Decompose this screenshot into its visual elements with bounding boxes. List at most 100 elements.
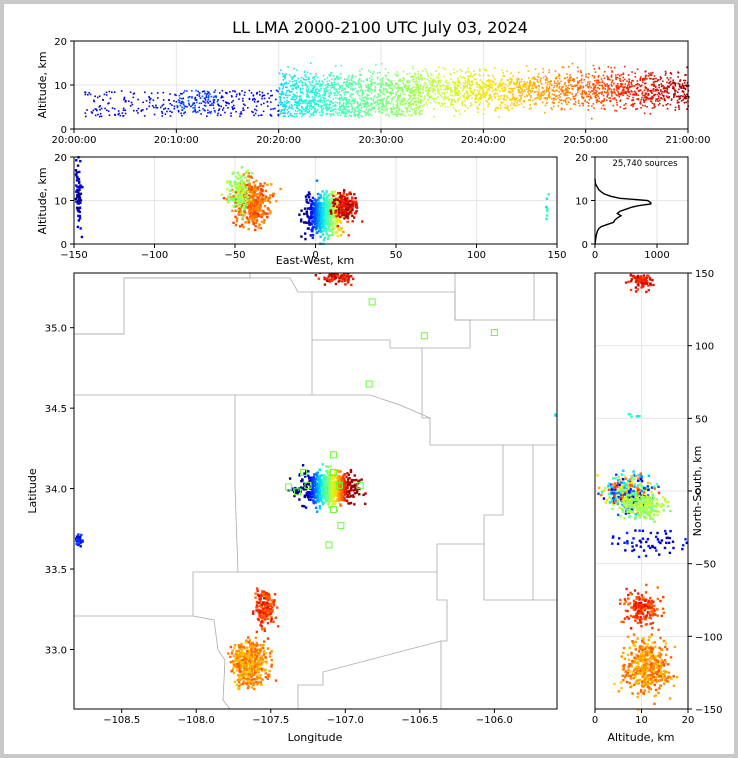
source-point [506, 95, 508, 97]
source-point [191, 97, 193, 99]
source-point [330, 213, 333, 217]
source-point [681, 84, 684, 87]
source-point [544, 79, 547, 81]
source-point [454, 81, 457, 84]
source-point [470, 72, 472, 75]
source-point [680, 95, 682, 97]
source-point [619, 79, 621, 81]
source-point [376, 99, 379, 101]
source-point [310, 205, 313, 208]
source-point [463, 86, 465, 89]
source-point [309, 115, 311, 118]
source-point [580, 93, 582, 95]
source-point [683, 101, 686, 104]
source-point [622, 90, 625, 92]
source-point [443, 98, 445, 101]
source-point [413, 108, 415, 110]
source-point [315, 80, 317, 82]
source-point [591, 74, 594, 77]
source-point [475, 95, 477, 97]
source-point [419, 114, 421, 116]
source-point [581, 90, 584, 92]
source-point [314, 216, 317, 219]
source-point [676, 102, 679, 104]
source-point [76, 185, 79, 189]
source-point [413, 93, 416, 96]
source-point [340, 90, 343, 92]
source-point [654, 105, 656, 108]
source-point [547, 81, 550, 83]
source-point [332, 194, 335, 197]
source-point [334, 111, 337, 113]
source-point [405, 85, 407, 88]
source-point [627, 88, 629, 91]
source-point [577, 89, 579, 91]
source-point [286, 112, 289, 115]
source-point [292, 88, 294, 90]
source-point [535, 97, 538, 100]
source-point [532, 87, 534, 90]
source-point [631, 99, 633, 102]
source-point [296, 69, 298, 71]
source-point [485, 69, 488, 72]
source-point [315, 214, 319, 217]
source-point [349, 494, 353, 498]
source-point [500, 101, 502, 103]
source-point [242, 186, 246, 189]
source-point [650, 100, 653, 103]
source-point [235, 204, 238, 208]
source-point [343, 93, 346, 96]
source-point [232, 108, 234, 111]
source-point [206, 115, 208, 117]
source-point [398, 108, 401, 110]
source-point [454, 89, 457, 92]
source-point [677, 82, 680, 85]
source-point [207, 99, 210, 101]
source-point [656, 79, 659, 82]
source-point [342, 102, 345, 104]
source-point [324, 84, 327, 87]
altitude-tick-label: 20 [575, 153, 588, 164]
source-point [534, 91, 536, 93]
source-point [443, 85, 445, 87]
source-point [318, 214, 322, 217]
source-point [198, 92, 201, 95]
source-point [311, 96, 314, 98]
source-point [471, 81, 474, 84]
source-point [596, 94, 598, 96]
source-point [288, 105, 291, 108]
source-point [583, 90, 586, 92]
source-point [645, 86, 648, 89]
source-point [645, 98, 647, 101]
source-point [399, 113, 402, 115]
source-point [320, 85, 323, 88]
source-point [569, 74, 571, 76]
source-point [148, 95, 150, 98]
source-point [343, 196, 346, 199]
source-point [682, 95, 684, 98]
source-point [313, 223, 317, 226]
source-point [407, 85, 410, 88]
source-point [548, 87, 551, 89]
time-tick-label: 21:00:00 [666, 135, 711, 146]
source-point [253, 190, 256, 193]
source-point [510, 72, 512, 74]
source-point [323, 99, 325, 101]
source-point [108, 90, 111, 93]
east-west-tick-label: −100 [141, 250, 168, 261]
source-point [247, 218, 250, 221]
source-point [282, 79, 285, 81]
source-point [392, 105, 395, 108]
source-point [222, 99, 225, 102]
source-point [254, 228, 257, 232]
source-point [294, 95, 297, 97]
source-point [498, 83, 501, 86]
source-point [354, 100, 356, 103]
source-point [616, 94, 618, 97]
source-point [421, 109, 424, 112]
source-point [239, 190, 243, 194]
source-point [441, 92, 444, 94]
source-point [470, 87, 472, 90]
source-point [359, 109, 361, 111]
source-point [651, 107, 654, 110]
